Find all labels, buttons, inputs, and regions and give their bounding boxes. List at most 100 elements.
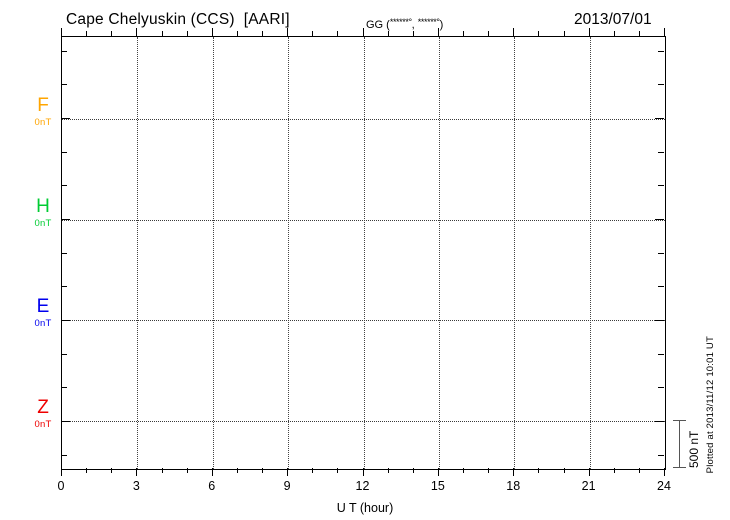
y-axis-tick	[61, 253, 67, 254]
x-axis-tick-label: 18	[506, 479, 521, 493]
x-axis-tick-top	[412, 31, 414, 36]
x-axis-tick	[61, 468, 62, 476]
x-axis-tick	[664, 468, 665, 476]
x-axis-tick-top	[186, 31, 188, 36]
y-axis-tick	[61, 286, 67, 287]
y-axis-tick-right	[658, 152, 664, 153]
y-axis-tick-right	[658, 354, 664, 355]
baseline-gridline-e	[62, 320, 665, 321]
x-axis-tick	[161, 468, 163, 473]
component-label-f: F 0nT	[21, 96, 65, 129]
y-axis-tick-right	[658, 84, 664, 85]
y-axis-tick-right	[658, 185, 664, 186]
x-axis-tick	[287, 468, 289, 476]
gg-separator: ,	[411, 19, 418, 31]
x-axis-tick	[186, 468, 188, 473]
y-axis-tick-right	[658, 455, 664, 456]
x-axis-tick	[513, 468, 515, 476]
component-letter-f: F	[37, 95, 49, 116]
x-axis-tick	[86, 468, 88, 473]
x-axis-tick-top	[211, 28, 213, 36]
component-letter-e: E	[36, 296, 50, 317]
x-axis-tick-top	[262, 31, 263, 36]
x-axis-tick-label: 21	[581, 479, 596, 493]
scale-bar-line	[679, 420, 680, 468]
y-axis-tick-right	[658, 253, 664, 254]
page-title: Cape Chelyuskin (CCS) [AARI]	[66, 11, 290, 28]
x-axis-tick	[362, 468, 364, 476]
x-axis-tick-label: 3	[132, 479, 140, 493]
x-axis-tick	[312, 468, 314, 473]
component-letter-h: H	[36, 196, 50, 217]
y-axis-tick	[61, 51, 67, 52]
scale-bar: 500 nT	[673, 420, 730, 468]
y-axis-tick	[61, 354, 67, 355]
x-axis-tick-label: 15	[430, 479, 445, 493]
plotted-at-timestamp: Plotted at 2013/11/12 10:01 UT	[705, 336, 716, 474]
vertical-gridline	[137, 37, 139, 469]
x-axis-tick-top	[287, 28, 289, 36]
x-axis-tick-top	[387, 31, 389, 36]
magnetogram-plot-area[interactable]	[61, 36, 666, 470]
x-axis-tick-top	[236, 31, 238, 36]
x-axis-tick-label: 24	[657, 479, 671, 493]
x-axis-tick	[488, 468, 490, 473]
baseline-gridline-z	[62, 421, 665, 422]
x-axis-tick-top	[86, 31, 88, 36]
y-axis-tick	[61, 152, 67, 153]
x-axis-tick-top	[463, 31, 464, 36]
y-axis-tick-right	[655, 219, 664, 220]
x-axis-tick-top	[111, 31, 113, 36]
y-axis-tick-right	[658, 387, 664, 388]
x-axis-tick	[538, 468, 540, 473]
x-axis-tick	[387, 468, 389, 473]
y-axis-tick-right	[658, 286, 664, 287]
baseline-gridline-h	[62, 220, 665, 221]
y-axis-tick	[61, 421, 70, 422]
x-axis-tick-label: 9	[283, 479, 291, 493]
x-axis-tick-top	[136, 28, 138, 36]
x-axis-tick-top	[563, 31, 565, 36]
vertical-gridline	[288, 37, 290, 469]
x-axis-tick-top	[538, 31, 540, 36]
component-baseline-value-f: 0nT	[34, 117, 52, 128]
component-label-h: H 0nT	[21, 197, 65, 230]
x-axis-tick	[638, 468, 640, 473]
x-axis-tick	[236, 468, 238, 473]
x-axis-title: U T (hour)	[336, 501, 394, 515]
x-axis-tick	[437, 468, 439, 476]
vertical-gridline	[363, 37, 365, 469]
vertical-gridline	[212, 37, 214, 469]
x-axis-tick	[337, 468, 339, 473]
scale-bar-top-cap	[673, 420, 686, 421]
observation-date: 2013/07/01	[574, 11, 652, 28]
x-axis-tick-top	[61, 28, 62, 36]
vertical-gridline	[514, 37, 516, 469]
y-axis-tick-right	[655, 118, 664, 119]
component-baseline-value-e: 0nT	[34, 318, 52, 329]
vertical-gridline	[438, 37, 440, 469]
y-axis-tick	[61, 387, 67, 388]
scale-bar-label: 500 nT	[687, 430, 701, 468]
gg-longitude: ******°	[417, 17, 440, 27]
x-axis-tick-top	[312, 31, 314, 36]
x-axis-tick-top	[664, 28, 665, 36]
x-axis-tick	[412, 468, 414, 473]
gg-prefix: GG (	[366, 19, 390, 31]
x-axis-tick	[262, 468, 263, 473]
gg-latitude: ******°	[389, 17, 412, 27]
component-letter-z: Z	[37, 397, 49, 418]
y-axis-tick	[61, 185, 67, 186]
y-axis-tick-right	[655, 320, 664, 321]
x-axis-tick	[111, 468, 113, 473]
y-axis-tick	[61, 84, 67, 85]
x-axis-tick-top	[613, 31, 615, 36]
x-axis-tick-label: 12	[355, 479, 370, 493]
x-axis-tick-top	[337, 31, 339, 36]
geographic-coordinates: GG (******°, ******°)	[366, 17, 443, 31]
x-axis-tick	[613, 468, 615, 473]
baseline-gridline-f	[62, 119, 665, 120]
component-baseline-value-h: 0nT	[34, 218, 52, 229]
y-axis-tick	[61, 455, 67, 456]
